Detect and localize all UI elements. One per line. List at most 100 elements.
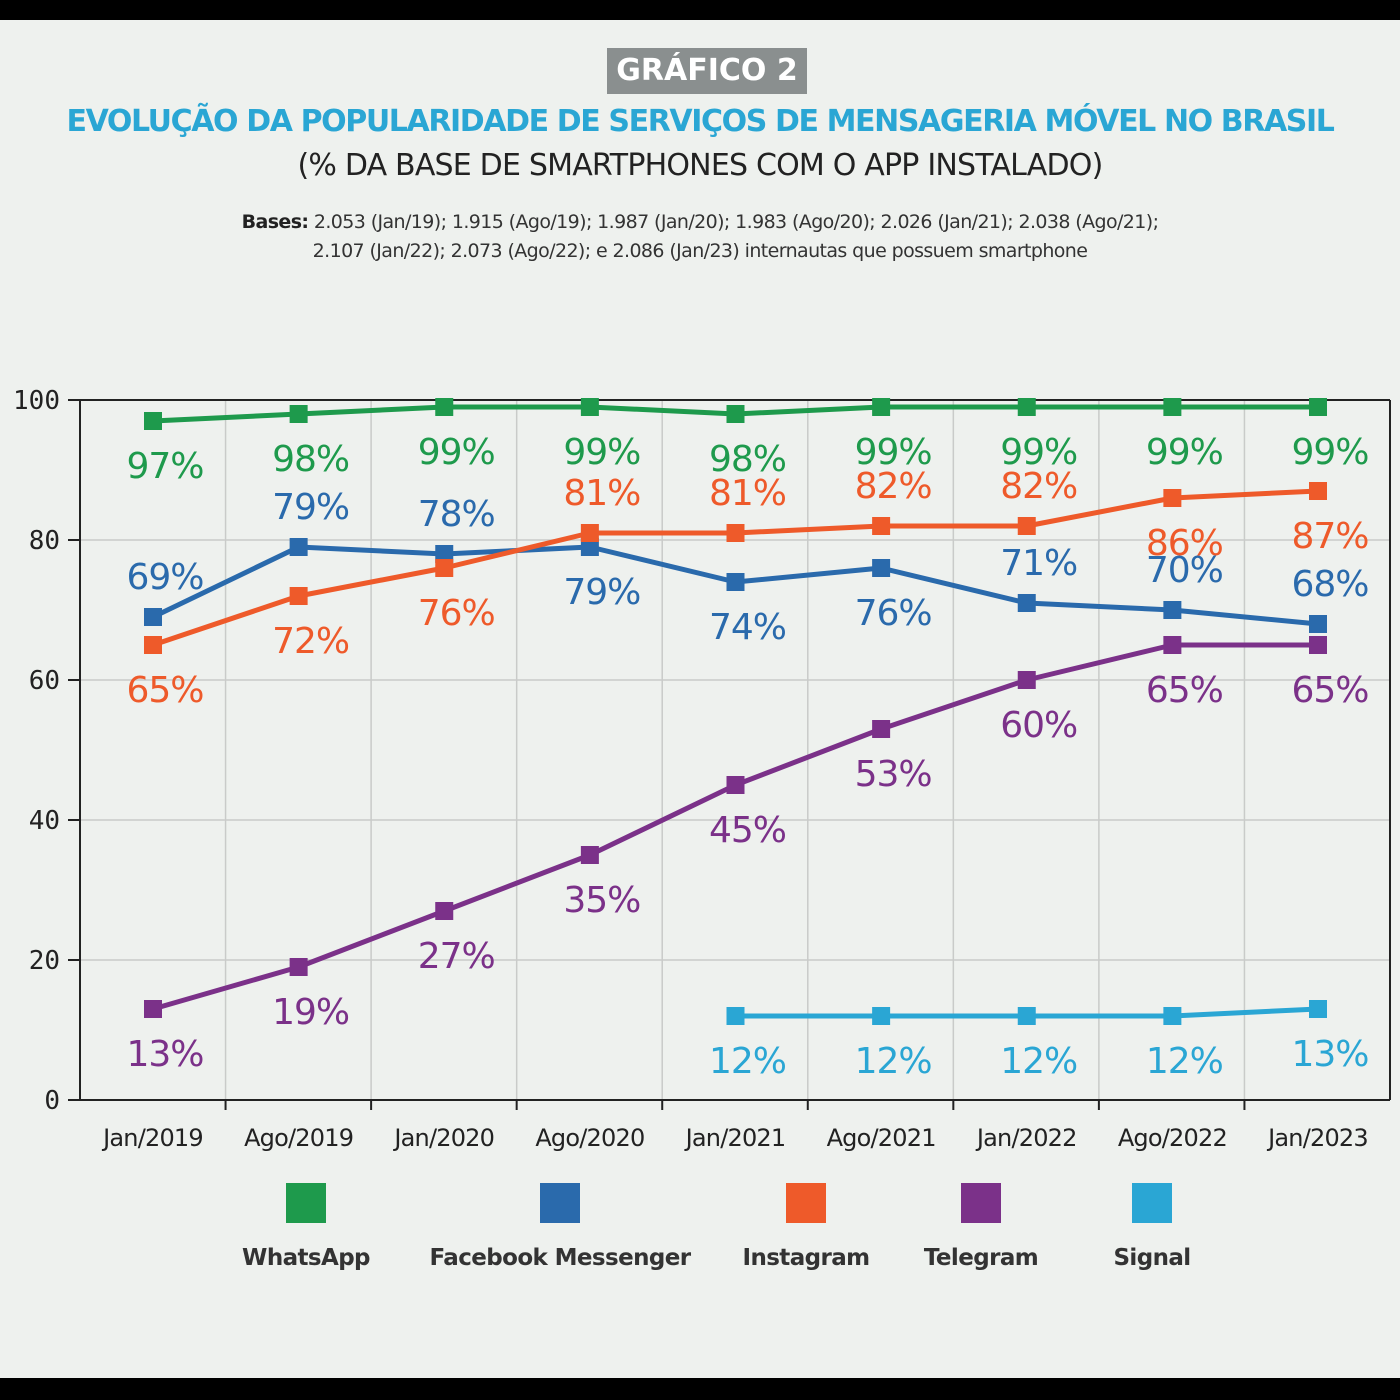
- data-point-whatsapp: [1017, 398, 1036, 416]
- data-label-instagram: 86%: [1146, 523, 1223, 564]
- data-label-facebook-messenger: 76%: [855, 593, 932, 634]
- data-label-instagram: 72%: [272, 621, 349, 662]
- data-point-facebook-messenger: [144, 608, 162, 626]
- data-point-instagram: [1163, 489, 1182, 507]
- data-label-facebook-messenger: 79%: [563, 572, 640, 613]
- data-label-instagram: 65%: [126, 670, 203, 711]
- chart-badge: GRÁFICO 2: [607, 48, 807, 94]
- bases-label: Bases:: [241, 211, 309, 233]
- data-label-instagram: 82%: [1000, 466, 1077, 507]
- data-point-instagram: [1309, 482, 1327, 500]
- data-label-signal: 12%: [855, 1041, 932, 1082]
- data-label-telegram: 53%: [855, 754, 932, 795]
- y-tick-label: 40: [29, 806, 60, 836]
- y-tick-label: 80: [29, 526, 60, 556]
- data-point-instagram: [726, 524, 745, 542]
- legend-item-signal: Signal: [1002, 1183, 1302, 1271]
- y-tick-label: 60: [29, 666, 60, 696]
- legend-swatch: [961, 1183, 1001, 1223]
- data-point-instagram: [435, 559, 454, 577]
- data-point-telegram: [435, 902, 454, 920]
- x-tick-label: Jan/2019: [101, 1124, 203, 1152]
- data-point-signal: [1017, 1007, 1036, 1025]
- data-point-whatsapp: [144, 412, 162, 430]
- data-point-whatsapp: [1309, 398, 1327, 416]
- data-point-facebook-messenger: [289, 538, 308, 556]
- x-tick-label: Jan/2023: [1266, 1124, 1368, 1152]
- data-point-instagram: [289, 587, 308, 605]
- data-point-facebook-messenger: [1017, 594, 1036, 612]
- data-point-instagram: [580, 524, 599, 542]
- data-point-telegram: [726, 776, 745, 794]
- data-label-instagram: 81%: [563, 473, 640, 514]
- data-point-facebook-messenger: [1163, 601, 1182, 619]
- data-point-telegram: [872, 720, 891, 738]
- data-point-telegram: [1309, 636, 1327, 654]
- data-label-signal: 12%: [1146, 1041, 1223, 1082]
- x-tick-label: Jan/2020: [392, 1124, 494, 1152]
- legend-item-telegram: Telegram: [831, 1183, 1131, 1271]
- x-tick-label: Ago/2020: [535, 1124, 644, 1152]
- legend-label: Facebook Messenger: [429, 1245, 692, 1271]
- data-label-instagram: 82%: [855, 466, 932, 507]
- x-tick-label: Jan/2022: [975, 1124, 1077, 1152]
- data-label-signal: 12%: [1000, 1041, 1077, 1082]
- data-point-facebook-messenger: [726, 573, 745, 591]
- data-point-facebook-messenger: [1309, 615, 1327, 633]
- data-label-telegram: 65%: [1291, 670, 1368, 711]
- data-label-telegram: 35%: [563, 880, 640, 921]
- data-label-whatsapp: 99%: [855, 432, 932, 473]
- data-label-whatsapp: 99%: [563, 432, 640, 473]
- data-label-instagram: 76%: [418, 593, 495, 634]
- legend-swatch: [286, 1183, 326, 1223]
- bases-line-2: 2.107 (Jan/22); 2.073 (Ago/22); e 2.086 …: [312, 240, 1088, 262]
- data-label-signal: 12%: [709, 1041, 786, 1082]
- legend-swatch: [540, 1183, 580, 1223]
- data-label-whatsapp: 98%: [272, 439, 349, 480]
- x-tick-label: Jan/2021: [684, 1124, 786, 1152]
- legend-swatch: [1132, 1183, 1172, 1223]
- data-label-instagram: 87%: [1291, 516, 1368, 557]
- data-point-instagram: [1017, 517, 1036, 535]
- data-point-telegram: [1163, 636, 1182, 654]
- legend-item-instagram: Instagram: [656, 1183, 956, 1271]
- data-label-whatsapp: 97%: [126, 446, 203, 487]
- data-point-telegram: [1017, 671, 1036, 689]
- legend-item-facebook-messenger: Facebook Messenger: [410, 1183, 710, 1271]
- data-label-telegram: 27%: [418, 936, 495, 977]
- data-label-facebook-messenger: 68%: [1291, 564, 1368, 605]
- data-label-telegram: 45%: [709, 810, 786, 851]
- data-point-whatsapp: [435, 398, 454, 416]
- y-tick-label: 20: [29, 946, 60, 976]
- data-label-instagram: 81%: [709, 473, 786, 514]
- data-point-facebook-messenger: [580, 538, 599, 556]
- plot-area: [80, 400, 1390, 1100]
- x-tick-label: Ago/2022: [1118, 1124, 1227, 1152]
- data-point-signal: [1163, 1007, 1182, 1025]
- legend-swatch: [786, 1183, 826, 1223]
- data-label-facebook-messenger: 79%: [272, 487, 349, 528]
- data-point-telegram: [144, 1000, 162, 1018]
- data-point-instagram: [872, 517, 891, 535]
- data-label-whatsapp: 99%: [1146, 432, 1223, 473]
- data-label-signal: 13%: [1291, 1034, 1368, 1075]
- bases-line-1: Bases: 2.053 (Jan/19); 1.915 (Ago/19); 1…: [0, 208, 1400, 237]
- legend-label: Instagram: [742, 1245, 870, 1271]
- data-label-telegram: 13%: [126, 1034, 203, 1075]
- data-label-facebook-messenger: 71%: [1000, 543, 1077, 584]
- y-tick-label: 0: [44, 1086, 60, 1116]
- x-tick-label: Ago/2021: [827, 1124, 936, 1152]
- legend-label: Signal: [1113, 1245, 1191, 1271]
- data-label-facebook-messenger: 69%: [126, 557, 203, 598]
- data-point-signal: [1309, 1000, 1327, 1018]
- data-point-whatsapp: [289, 405, 308, 423]
- data-label-facebook-messenger: 74%: [709, 607, 786, 648]
- data-label-whatsapp: 99%: [1000, 432, 1077, 473]
- data-label-whatsapp: 99%: [1291, 432, 1368, 473]
- bases-text-1: 2.053 (Jan/19); 1.915 (Ago/19); 1.987 (J…: [313, 211, 1159, 233]
- legend-label: WhatsApp: [242, 1245, 370, 1271]
- data-label-telegram: 60%: [1000, 705, 1077, 746]
- legend-item-whatsapp: WhatsApp: [156, 1183, 456, 1271]
- data-label-whatsapp: 98%: [709, 439, 786, 480]
